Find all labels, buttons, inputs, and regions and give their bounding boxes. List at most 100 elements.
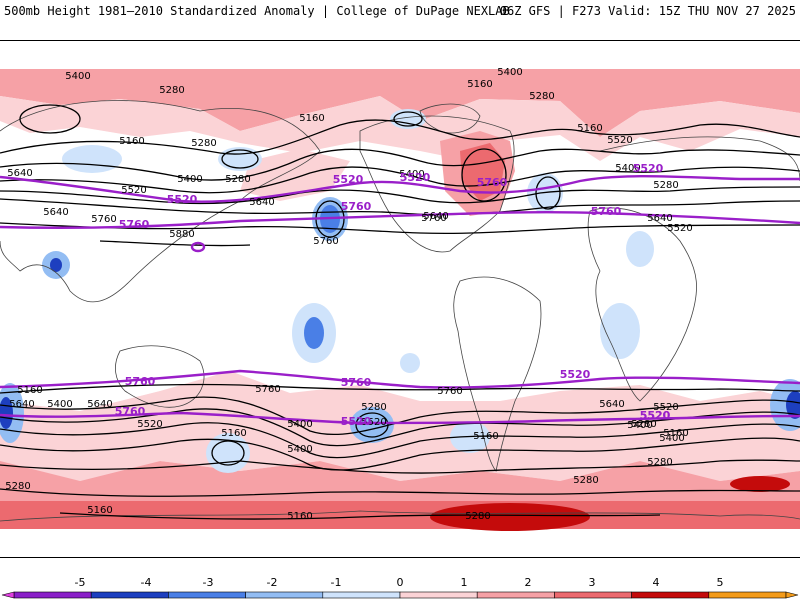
contour-label: 5640 [423, 211, 448, 222]
contour-closed-s2 [355, 412, 389, 438]
colorbar-segment [554, 591, 632, 599]
contour-label: 5520 [667, 223, 692, 234]
contour-label: 5640 [249, 197, 274, 208]
contour-label-highlight: 5520 [640, 409, 671, 422]
contour-label: 5280 [465, 511, 490, 522]
contour-label: 5520 [653, 402, 678, 413]
contour-label: 5400 [287, 444, 312, 455]
anomaly-negative-asia [62, 145, 122, 173]
map-panel: 5400 5280 5160 5640 5400 5280 5520 5760 5880 5160… [0, 40, 800, 558]
colorbar-tick-label: 1 [460, 576, 468, 589]
contour-closed-low-atlantic [535, 176, 561, 210]
contour-label: 5280 [647, 457, 672, 468]
contour-closed-low-alaska [221, 149, 259, 169]
contour-label: 5280 [5, 481, 30, 492]
contour-label: 5280 [225, 174, 250, 185]
anomaly-positive-south-core [430, 503, 590, 531]
colorbar-segment [168, 591, 246, 599]
anomaly-positive-south-core-2 [730, 476, 790, 492]
contour-label-highlight: 5520 [341, 415, 372, 428]
colorbar-segment [708, 591, 787, 599]
contour-closed-s1 [211, 440, 245, 466]
coast-africa [587, 207, 697, 402]
contour-label: 5640 [7, 168, 32, 179]
contour-label: 5160 [221, 428, 246, 439]
contour-label: 5280 [159, 85, 184, 96]
contour-5760-s [0, 383, 800, 394]
contour-5520-purple-s [0, 411, 800, 425]
colorbar-segment [90, 591, 169, 599]
colorbar-segment [476, 591, 555, 599]
colorbar-tick-label: 5 [716, 576, 724, 589]
contour-label-highlight: 5520 [640, 409, 671, 422]
colorbar-segment [322, 591, 401, 599]
contour-label: 5640 [599, 399, 624, 410]
colorbar-segment [13, 591, 92, 599]
colorbar-segment [245, 591, 324, 599]
contour-label: 5400 [497, 67, 522, 78]
contour-label: 5520 [137, 419, 162, 430]
contour-label-highlight: 5520 [560, 368, 591, 381]
contour-label: 5520 [361, 417, 386, 428]
map-title: 500mb Height 1981–2010 Standardized Anom… [4, 4, 510, 18]
coast-south-america [453, 276, 542, 472]
contour-label: 5400 [287, 419, 312, 430]
colorbar-tick-label: 2 [524, 576, 532, 589]
anomaly-positive-north-light [0, 96, 800, 161]
contour-label: 5280 [191, 138, 216, 149]
colorbar-segment [399, 591, 478, 599]
contour-label-highlight: 5520 [333, 173, 364, 186]
colorbar-tick-label: -3 [202, 576, 214, 589]
contour-label-highlight: 5760 [341, 200, 372, 213]
contour-label: 5280 [529, 91, 554, 102]
anomaly-negative-africa-2 [600, 303, 640, 359]
contour-closed-low-arctic [393, 111, 423, 127]
contour-label: 5520 [607, 135, 632, 146]
contour-label: 5760 [313, 236, 338, 247]
contour-5760-n [0, 222, 800, 235]
contour-label: 5160 [473, 431, 498, 442]
colorbar-tick-label: -5 [74, 576, 86, 589]
contour-label-highlight: 5520 [633, 162, 664, 175]
contour-label: 5760 [421, 213, 446, 224]
contour-5880-n [99, 240, 251, 247]
contour-label: 5760 [91, 214, 116, 225]
coast-greenland [419, 103, 481, 134]
contour-label: 5160 [467, 79, 492, 90]
contour-5280-n [0, 148, 800, 181]
anomaly-negative-south-2-core [786, 391, 800, 419]
contour-5160-s [0, 459, 800, 474]
colorbar-tick-label: 4 [652, 576, 660, 589]
contour-closed-high-namerica [461, 148, 507, 202]
contour-label: 5160 [299, 113, 324, 124]
contour-label-highlight: 5520 [167, 193, 198, 206]
contour-5640-n [0, 198, 800, 216]
model-run-info: 06Z GFS | F273 Valid: 15Z THU NOV 27 202… [499, 4, 796, 18]
height-contours [0, 104, 800, 520]
colorbar-tick-label: -2 [266, 576, 278, 589]
coast-eurasia [0, 100, 321, 303]
contour-label: 5280 [573, 475, 598, 486]
contour-5280-s [0, 437, 800, 471]
contour-label: 5400 [47, 399, 72, 410]
coastlines [0, 100, 800, 522]
contour-label: 5160 [287, 511, 312, 522]
contour-label: 5760 [255, 384, 280, 395]
contour-label: 5160 [577, 123, 602, 134]
contour-label-highlight: 5760 [119, 218, 150, 231]
height-contours-highlight [0, 175, 800, 425]
contour-label-highlight: 5760 [115, 405, 146, 418]
contour-label: 5160 [119, 136, 144, 147]
contour-label: 5400 [65, 71, 90, 82]
contour-label: 5280 [631, 419, 656, 430]
contour-label: 5880 [169, 229, 194, 240]
contour-5160-s2 [59, 512, 661, 520]
contour-label: 5520 [121, 185, 146, 196]
contour-5760-purple-s [0, 369, 800, 389]
anomaly-negative-india-core [50, 258, 62, 272]
contour-label: 5160 [17, 385, 42, 396]
contour-label: 5640 [87, 399, 112, 410]
colorbar-high-arrow [785, 591, 799, 599]
anomaly-positive-south-polar-3 [0, 501, 800, 529]
